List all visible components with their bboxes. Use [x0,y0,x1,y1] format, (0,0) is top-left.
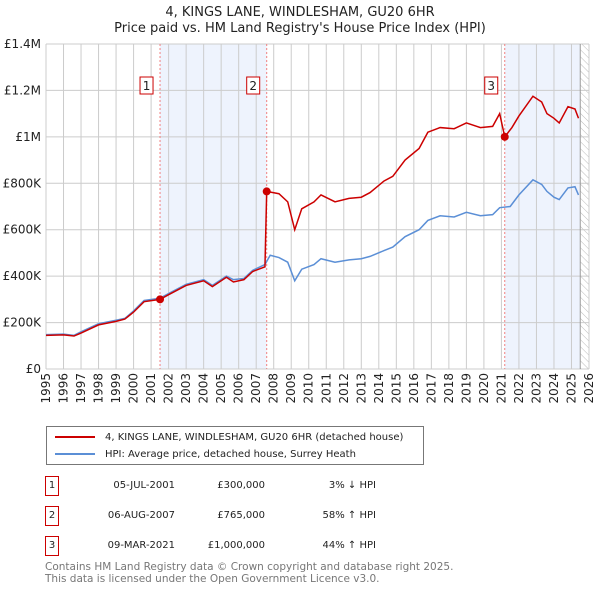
y-tick-label: £800K [3,176,43,190]
footer-line: Contains HM Land Registry data © Crown c… [45,561,454,573]
x-tick-label: 2007 [249,373,263,404]
x-tick-label: 1995 [39,373,53,404]
sale-date: 06-AUG-2007 [107,510,175,521]
x-tick-label: 2006 [232,373,246,404]
x-tick-label: 2002 [162,373,176,404]
legend-label: 4, KINGS LANE, WINDLESHAM, GU20 6HR (det… [105,431,404,443]
x-tick-label: 1996 [57,373,71,404]
series-line-property [45,95,580,337]
footer-line: This data is licensed under the Open Gov… [45,573,380,585]
y-tick-label: £600K [3,223,43,237]
x-tick-label: 2020 [477,373,491,404]
x-tick-label: 1997 [74,373,88,404]
shaded-period [160,44,267,369]
y-tick-label: £1.2M [4,83,41,97]
x-tick-label: 2008 [267,373,281,404]
sale-marker-box [246,76,261,95]
sale-marker-box [484,76,499,95]
sale-date: 09-MAR-2021 [107,540,175,551]
y-tick-label: £1.4M [4,37,41,51]
x-tick-label: 2023 [529,373,543,404]
sale-row: 1 05-JUL-2001 £300,000 3% ↓ HPI [45,476,376,496]
x-tick-label: 2011 [319,373,333,404]
legend: 4, KINGS LANE, WINDLESHAM, GU20 6HR (det… [46,426,424,465]
x-tick-label: 2015 [389,373,403,404]
legend-swatch-red [55,436,95,438]
legend-item-hpi: HPI: Average price, detached house, Surr… [55,447,356,461]
sale-point [156,295,165,304]
x-tick-label: 2009 [284,373,298,404]
x-tick-label: 2005 [214,373,228,404]
x-tick-label: 2004 [197,373,211,404]
y-tick-label: £200K [3,316,43,330]
x-tick-label: 2024 [547,373,561,404]
y-tick-label: £0 [26,362,41,376]
y-tick-label: £1M [15,130,41,144]
x-tick-label: 2025 [564,373,578,404]
x-tick-label: 2016 [407,373,421,404]
sale-badge: 1 [45,476,59,496]
x-tick-label: 2019 [459,373,473,404]
x-tick-label: 2014 [372,373,386,404]
sale-hpi: 44% ↑ HPI [322,540,376,551]
sale-marker-label: 1 [143,79,151,93]
sale-price: £300,000 [217,480,265,491]
legend-item-property: 4, KINGS LANE, WINDLESHAM, GU20 6HR (det… [55,430,403,444]
x-tick-label: 1999 [109,373,123,404]
shaded-period [504,44,581,369]
x-tick-label: 2012 [337,373,351,404]
sale-date: 05-JUL-2001 [113,480,175,491]
x-tick-label: 1998 [92,373,106,404]
x-tick-label: 2022 [512,373,526,404]
x-tick-label: 2017 [424,373,438,404]
x-tick-label: 2003 [179,373,193,404]
x-tick-label: 2001 [144,373,158,404]
x-tick-label: 2000 [127,373,141,404]
future-hatch [580,44,589,369]
plot-area: 1995 1996 1997 1998 1999 2000 2001 2002 2003 2004… [3,37,596,404]
sale-point [500,132,509,141]
x-tick-label: 2013 [354,373,368,404]
chart-title: 4, KINGS LANE, WINDLESHAM, GU20 6HR [165,5,435,20]
x-tick-label: 2021 [494,373,508,404]
x-tick-label: 2010 [302,373,316,404]
x-tick-label: 2018 [442,373,456,404]
sale-marker-label: 3 [487,79,495,93]
sale-row: 2 06-AUG-2007 £765,000 58% ↑ HPI [45,506,376,526]
x-tick-label: 2026 [582,373,596,404]
sale-badge: 2 [45,506,59,526]
y-tick-label: £400K [3,269,43,283]
legend-label: HPI: Average price, detached house, Surr… [105,448,356,460]
chart-subtitle: Price paid vs. HM Land Registry's House … [114,21,486,36]
sale-hpi: 3% ↓ HPI [328,480,376,491]
sale-hpi: 58% ↑ HPI [322,510,376,521]
footer: Contains HM Land Registry data © Crown c… [45,561,453,585]
sale-marker-box [139,76,154,95]
sale-point [262,187,271,196]
series-line-hpi [45,178,580,337]
legend-swatch-blue [55,453,95,455]
sale-price: £1,000,000 [207,540,265,551]
sale-row: 3 09-MAR-2021 £1,000,000 44% ↑ HPI [45,536,376,556]
sale-marker-label: 2 [249,79,257,93]
sale-badge: 3 [45,536,59,556]
sale-price: £765,000 [217,510,265,521]
